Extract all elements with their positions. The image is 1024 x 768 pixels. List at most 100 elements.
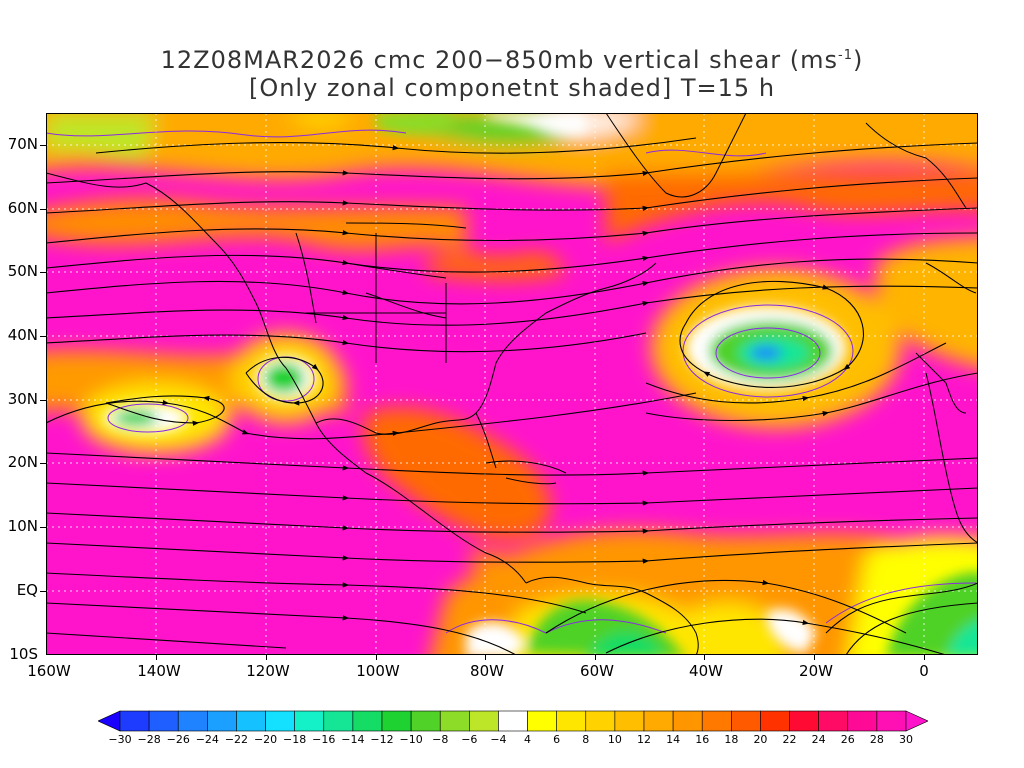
colorbar-bin <box>527 710 557 732</box>
lon-label: 140W <box>137 662 181 680</box>
lat-tick <box>40 272 46 273</box>
colorbar-bin <box>760 710 790 732</box>
lat-tick <box>40 145 46 146</box>
lon-tick <box>376 655 377 660</box>
colorbar-tick-label: 10 <box>607 733 622 746</box>
colorbar-tick-label: −6 <box>461 733 478 746</box>
colorbar-tick-label: −18 <box>283 733 307 746</box>
colorbar-tick-label: −30 <box>108 733 132 746</box>
colorbar-bin <box>818 710 849 732</box>
colorbar-bin <box>498 710 528 732</box>
map-title-line1: 12Z08MAR2026 cmc 200−850mb vertical shea… <box>0 46 1024 74</box>
shaded-field <box>46 113 978 655</box>
colorbar-tick-label: 12 <box>637 733 651 746</box>
streamlines <box>46 137 978 655</box>
map-title-line2: [Only zonal componetnt shaded] T=15 h <box>248 74 776 102</box>
lon-label: 20W <box>799 662 833 680</box>
lat-label: EQ <box>16 581 38 599</box>
colorbar-tick-label: 4 <box>524 733 532 746</box>
title-suffix: ) <box>853 46 864 74</box>
lon-tick <box>924 655 925 660</box>
lat-tick <box>40 527 46 528</box>
lat-label: 50N <box>7 262 38 280</box>
colorbar-tick-label: 20 <box>753 733 768 746</box>
colorbar-bin <box>119 710 150 732</box>
shear-map <box>46 113 978 655</box>
title-unit-exponent: -1 <box>838 48 854 63</box>
lon-label: 100W <box>356 662 400 680</box>
lat-label: 30N <box>7 390 38 408</box>
colorbar-tick-label: −10 <box>399 733 423 746</box>
colorbar-bin <box>236 710 266 732</box>
colorbar-tick-label: −12 <box>370 733 394 746</box>
colorbar-bin <box>614 710 645 732</box>
lat-tick <box>40 591 46 592</box>
colorbar-tick-label: 16 <box>695 733 710 746</box>
colorbar-bin <box>177 710 208 732</box>
colorbar-bin <box>410 710 441 732</box>
lon-label: 0 <box>919 662 929 680</box>
lat-label: 70N <box>7 135 38 153</box>
lat-tick <box>40 336 46 337</box>
colorbar-bin <box>439 710 470 732</box>
colorbar-bin <box>876 710 907 732</box>
lon-label: 80W <box>470 662 504 680</box>
colorbar-bin <box>731 710 761 732</box>
lon-tick <box>266 655 267 660</box>
colorbar-arrow-left <box>98 710 121 732</box>
colorbar-tick-label: −28 <box>137 733 161 746</box>
colorbar-tick-label: −26 <box>166 733 190 746</box>
lat-label: 10N <box>7 517 38 535</box>
colorbar-tick-label: −24 <box>195 733 219 746</box>
lon-tick <box>156 655 157 660</box>
colorbar-bin <box>701 710 732 732</box>
lat-label: 60N <box>7 199 38 217</box>
colorbar-tick-label: 22 <box>782 733 797 746</box>
colorbar-tick-label: −8 <box>432 733 449 746</box>
colorbar-tick-label: 26 <box>840 733 855 746</box>
colorbar-bin <box>323 710 354 732</box>
colorbar-bin <box>381 710 412 732</box>
colorbar-tick-label: 24 <box>811 733 826 746</box>
colorbar <box>98 710 928 732</box>
colorbar-bin <box>294 710 325 732</box>
lat-label: 10S <box>9 645 38 663</box>
colorbar-bin <box>148 710 179 732</box>
colorbar-bin <box>585 710 616 732</box>
colorbar-tick-label: 30 <box>899 733 913 746</box>
colorbar-bin <box>469 710 499 732</box>
lon-label: 160W <box>27 662 71 680</box>
colorbar-bin <box>643 710 674 732</box>
colorbar-bin <box>672 710 703 732</box>
colorbar-bin <box>352 710 383 732</box>
lon-label: 120W <box>246 662 290 680</box>
colorbar-bin <box>207 710 237 732</box>
colorbar-arrow-right <box>905 710 928 732</box>
lon-tick <box>814 655 815 660</box>
lon-tick <box>704 655 705 660</box>
colorbar-tick-label: −14 <box>341 733 365 746</box>
colorbar-tick-label: −20 <box>253 733 278 746</box>
lon-tick <box>595 655 596 660</box>
colorbar-tick-label: 18 <box>724 733 739 746</box>
colorbar-tick-label: 8 <box>582 733 590 746</box>
colorbar-tick-label: 28 <box>869 733 884 746</box>
lat-label: 20N <box>7 453 38 471</box>
colorbar-bin <box>789 710 819 732</box>
colorbar-bin <box>556 710 587 732</box>
lon-label: 60W <box>580 662 614 680</box>
colorbar-tick-label: 6 <box>553 733 561 746</box>
colorbar-bin <box>847 710 878 732</box>
lat-tick <box>40 400 46 401</box>
title-prefix: 12Z08MAR2026 cmc 200−850mb vertical shea… <box>160 46 839 74</box>
colorbar-tick-label: −16 <box>312 733 336 746</box>
colorbar-bin <box>265 710 295 732</box>
lon-label: 40W <box>689 662 723 680</box>
lat-label: 40N <box>7 326 38 344</box>
colorbar-tick-label: 14 <box>666 733 681 746</box>
lat-tick <box>40 463 46 464</box>
colorbar-tick-label: −22 <box>224 733 249 746</box>
colorbar-tick-label: −4 <box>490 733 507 746</box>
lon-tick <box>485 655 486 660</box>
lat-tick <box>40 209 46 210</box>
